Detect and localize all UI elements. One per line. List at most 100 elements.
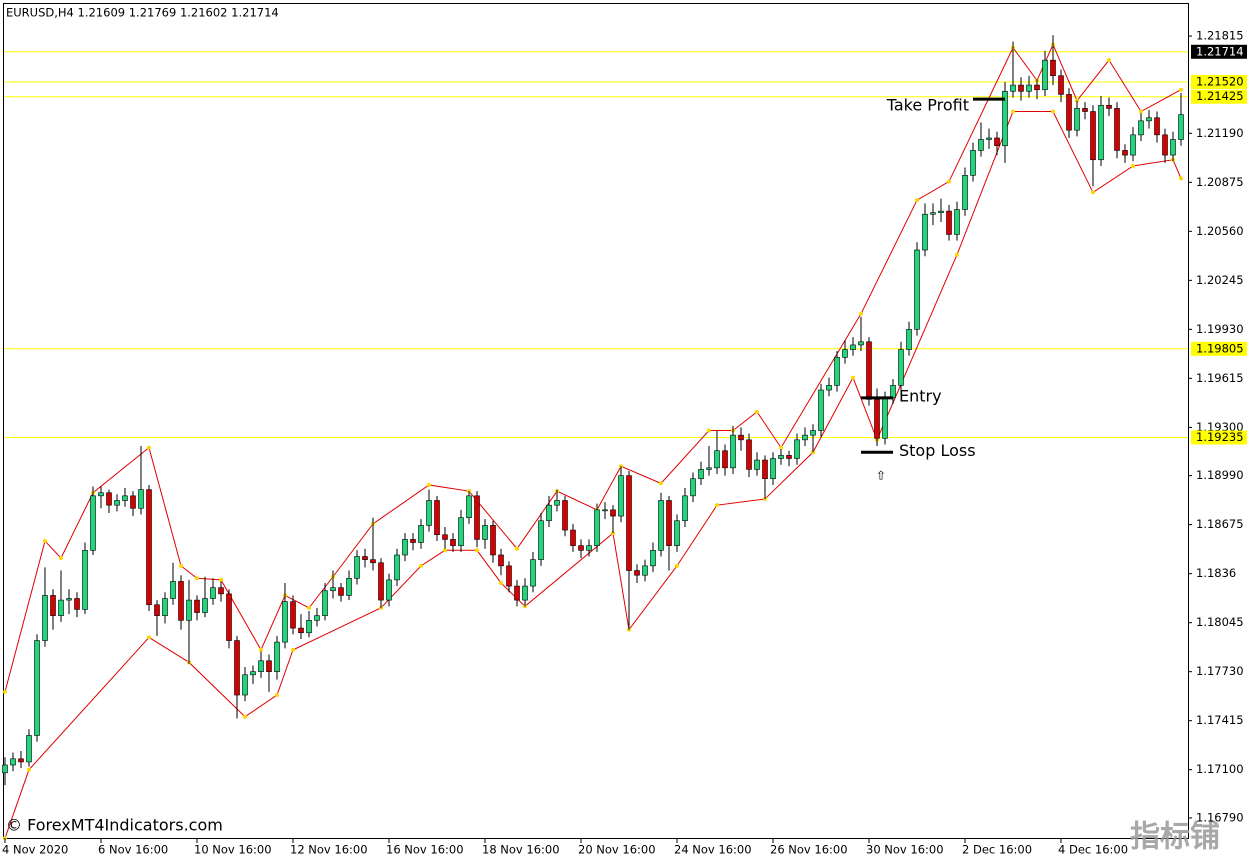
candle-body bbox=[482, 525, 488, 540]
candle-body bbox=[754, 459, 760, 470]
candle-body bbox=[642, 565, 648, 576]
y-tick-label: 1.19930 bbox=[1196, 322, 1244, 336]
candle-body bbox=[378, 562, 384, 601]
candle-body bbox=[66, 598, 72, 601]
y-tick-label: 1.20875 bbox=[1196, 175, 1244, 189]
pivot-dot bbox=[947, 179, 951, 184]
candle-body bbox=[354, 556, 360, 579]
pivot-dot bbox=[427, 482, 431, 487]
price-level-label: 1.19805 bbox=[1196, 341, 1244, 355]
pivot-dot bbox=[3, 689, 7, 694]
arrow-icon: ⇧ bbox=[876, 469, 886, 483]
x-tick-label: 16 Nov 16:00 bbox=[386, 843, 464, 857]
y-tick-label: 1.1836 bbox=[1196, 566, 1236, 580]
price-level-tag bbox=[1191, 74, 1247, 89]
y-tick-label: 1.18045 bbox=[1196, 615, 1244, 629]
candle-body bbox=[1090, 111, 1096, 161]
candle-body bbox=[170, 581, 176, 599]
candle-body bbox=[1026, 84, 1032, 92]
candle-body bbox=[34, 640, 40, 736]
candle-body bbox=[74, 598, 80, 610]
watermark: © ForexMT4Indicators.com bbox=[6, 816, 223, 835]
candle-body bbox=[410, 539, 416, 543]
candle-body bbox=[906, 329, 912, 350]
candle-body bbox=[474, 495, 480, 540]
candle-body bbox=[794, 439, 800, 459]
candle-body bbox=[90, 495, 96, 551]
candle-body bbox=[706, 467, 712, 470]
candle-body bbox=[602, 509, 608, 512]
candle-body bbox=[546, 504, 552, 522]
pivot-dot bbox=[499, 580, 503, 585]
candle-body bbox=[202, 598, 208, 613]
candle-body bbox=[346, 578, 352, 596]
y-tick-label: 1.17730 bbox=[1196, 664, 1244, 678]
candle-body bbox=[978, 139, 984, 151]
y-tick-label: 1.17100 bbox=[1196, 762, 1244, 776]
candle-body bbox=[186, 599, 192, 621]
candle-body bbox=[850, 344, 856, 350]
y-tick-label: 1.21190 bbox=[1196, 126, 1244, 140]
candle-body bbox=[442, 534, 448, 540]
candle-body bbox=[802, 434, 808, 441]
candle-body bbox=[146, 489, 152, 606]
candle-body bbox=[1050, 59, 1056, 77]
candle-body bbox=[714, 450, 720, 469]
pivot-dot bbox=[1131, 163, 1135, 168]
candle-body bbox=[778, 455, 784, 459]
candle-body bbox=[1058, 75, 1064, 95]
price-level-tag bbox=[1191, 44, 1247, 59]
candle-body bbox=[962, 175, 968, 210]
candle-body bbox=[1114, 108, 1120, 151]
candle-body bbox=[786, 455, 792, 459]
zigzag-upper bbox=[4, 43, 1182, 693]
price-level-tag bbox=[1191, 89, 1247, 104]
candle-body bbox=[1010, 84, 1016, 92]
candle-body bbox=[362, 556, 368, 560]
candle-body bbox=[466, 495, 472, 518]
y-tick-label: 1.19300 bbox=[1196, 420, 1244, 434]
candle-body bbox=[938, 210, 944, 213]
candle-body bbox=[306, 620, 312, 634]
x-tick-label: 2 Dec 16:00 bbox=[962, 843, 1032, 857]
candle-body bbox=[1146, 117, 1152, 122]
candle-body bbox=[274, 641, 280, 672]
candle-body bbox=[650, 550, 656, 567]
candle-body bbox=[2, 764, 8, 774]
candle-body bbox=[434, 500, 440, 536]
candle-body bbox=[970, 150, 976, 176]
x-tick-label: 10 Nov 16:00 bbox=[194, 843, 272, 857]
pivot-dot bbox=[707, 428, 711, 433]
marker-label: Stop Loss bbox=[899, 441, 976, 460]
pivot-dot bbox=[195, 576, 199, 581]
candle-body bbox=[946, 210, 952, 235]
candle-body bbox=[770, 458, 776, 480]
candle-body bbox=[818, 389, 824, 431]
pivot-dot bbox=[475, 548, 479, 553]
candle-body bbox=[522, 585, 528, 601]
zigzag-lower bbox=[4, 111, 1182, 839]
candle-body bbox=[730, 434, 736, 469]
candle-body bbox=[1074, 108, 1080, 131]
pivot-dot bbox=[419, 563, 423, 568]
candle-body bbox=[218, 587, 224, 595]
pivot-dot bbox=[59, 556, 63, 561]
pivot-dot bbox=[915, 198, 919, 203]
pivot-dot bbox=[179, 563, 183, 568]
candle-body bbox=[618, 475, 624, 517]
price-level-label: 1.19235 bbox=[1196, 430, 1244, 444]
pivot-dot bbox=[1179, 176, 1183, 181]
candle-body bbox=[98, 492, 104, 497]
pivot-dot bbox=[675, 563, 679, 568]
candle-body bbox=[386, 579, 392, 601]
y-tick-label: 1.21815 bbox=[1196, 29, 1244, 43]
y-tick-label: 1.20560 bbox=[1196, 224, 1244, 238]
x-tick-label: 30 Nov 16:00 bbox=[866, 843, 944, 857]
candle-body bbox=[1162, 134, 1168, 156]
candle-body bbox=[226, 593, 232, 641]
candle-body bbox=[1018, 84, 1024, 92]
candle-body bbox=[594, 509, 600, 546]
candle-body bbox=[530, 559, 536, 587]
watermark-logo: 指标铺 bbox=[1130, 820, 1220, 855]
